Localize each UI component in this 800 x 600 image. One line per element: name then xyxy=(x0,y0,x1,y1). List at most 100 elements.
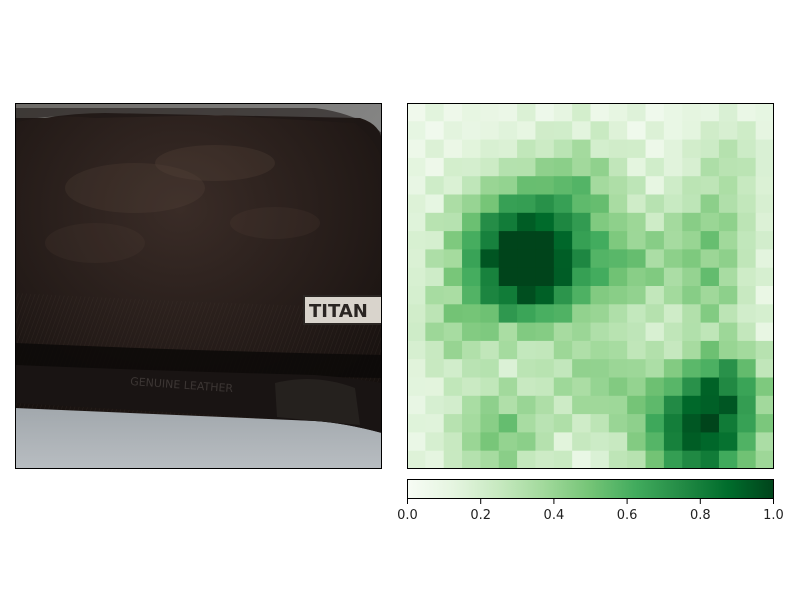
heatmap-cell xyxy=(443,304,463,324)
heatmap-cell xyxy=(425,414,445,433)
heatmap-cell xyxy=(553,121,573,141)
heatmap-cell xyxy=(572,121,592,141)
heatmap-cell xyxy=(608,395,628,415)
heatmap-cell xyxy=(608,121,628,141)
heatmap-cell xyxy=(663,121,683,141)
heatmap-cell xyxy=(553,432,573,452)
heatmap-cell xyxy=(462,157,481,177)
heatmap-cell xyxy=(718,377,738,397)
heatmap-cell xyxy=(535,139,555,159)
heatmap-cell xyxy=(590,231,610,250)
heatmap-cell xyxy=(663,450,683,469)
heatmap-cell xyxy=(700,139,720,159)
heatmap-cell xyxy=(425,121,445,141)
heatmap-cell xyxy=(682,194,702,214)
colorbar-tick-label: 0.0 xyxy=(397,508,418,523)
heatmap-cell xyxy=(553,157,573,177)
heatmap-cell xyxy=(407,231,426,250)
heatmap-cell xyxy=(663,157,683,177)
heatmap-cell xyxy=(737,286,757,305)
heatmap-cell xyxy=(755,432,774,452)
heatmap-cell xyxy=(517,340,537,360)
heatmap-cell xyxy=(443,212,463,232)
heatmap-cell xyxy=(443,231,463,250)
heatmap-cell xyxy=(535,432,555,452)
heatmap-cell xyxy=(425,322,445,342)
heatmap-cell xyxy=(462,176,481,196)
heatmap-cell xyxy=(700,103,720,122)
heatmap-cell xyxy=(608,432,628,452)
heatmap-cell xyxy=(572,103,592,122)
heatmap-cell xyxy=(498,340,518,360)
heatmap-cell xyxy=(682,249,702,269)
heatmap-cell xyxy=(572,359,592,379)
heatmap-cell xyxy=(700,267,720,287)
heatmap-cell xyxy=(443,359,463,379)
heatmap-cell xyxy=(737,212,757,232)
heatmap-cell xyxy=(755,395,774,415)
heatmap-cell xyxy=(572,432,592,452)
heatmap-cell xyxy=(407,286,426,305)
heatmap-cell xyxy=(498,157,518,177)
heatmap-cell xyxy=(535,377,555,397)
heatmap-cell xyxy=(682,103,702,122)
heatmap-cell xyxy=(590,377,610,397)
heatmap-cell xyxy=(663,414,683,433)
colorbar-gradient xyxy=(407,479,774,499)
heatmap-cell xyxy=(718,286,738,305)
heatmap-cell xyxy=(737,194,757,214)
heatmap-cell xyxy=(718,121,738,141)
heatmap-cell xyxy=(645,212,665,232)
heatmap-cell xyxy=(553,267,573,287)
heatmap-cell xyxy=(517,322,537,342)
heatmap-cell xyxy=(755,103,774,122)
heatmap-cell xyxy=(590,157,610,177)
heatmap-cell xyxy=(682,231,702,250)
heatmap-cell xyxy=(608,103,628,122)
heatmap-cell xyxy=(480,176,500,196)
brand-label-plate xyxy=(303,295,382,325)
heatmap-cell xyxy=(553,139,573,159)
heatmap-cell xyxy=(718,212,738,232)
heatmap-cell xyxy=(755,377,774,397)
heatmap-frame xyxy=(407,103,774,469)
heatmap-cell xyxy=(590,176,610,196)
heatmap-cell xyxy=(755,340,774,360)
heatmap-cell xyxy=(553,377,573,397)
heatmap-cell xyxy=(462,212,481,232)
heatmap-cell xyxy=(608,267,628,287)
heatmap-cell xyxy=(682,322,702,342)
heatmap-cell xyxy=(480,194,500,214)
heatmap-cell xyxy=(498,432,518,452)
heatmap-cell xyxy=(627,432,647,452)
heatmap-cell xyxy=(737,249,757,269)
heatmap-cell xyxy=(572,267,592,287)
heatmap-cell xyxy=(627,157,647,177)
heatmap-cell xyxy=(498,322,518,342)
heatmap-cell xyxy=(718,304,738,324)
heatmap-cell xyxy=(462,377,481,397)
heatmap-cell xyxy=(737,157,757,177)
heatmap-cell xyxy=(663,322,683,342)
heatmap-cell xyxy=(553,340,573,360)
heatmap-cell xyxy=(627,322,647,342)
heatmap-cell xyxy=(682,450,702,469)
heatmap-cell xyxy=(645,139,665,159)
heatmap-cell xyxy=(590,304,610,324)
heatmap-cell xyxy=(755,450,774,469)
heatmap-cell xyxy=(718,359,738,379)
heatmap-cell xyxy=(572,139,592,159)
heatmap-cell xyxy=(553,286,573,305)
heatmap-cell xyxy=(737,414,757,433)
heatmap-cell xyxy=(737,231,757,250)
heatmap-cell xyxy=(407,450,426,469)
heatmap-cell xyxy=(737,304,757,324)
heatmap-cell xyxy=(443,432,463,452)
heatmap-cell xyxy=(755,359,774,379)
heatmap-cell xyxy=(425,377,445,397)
heatmap-cell xyxy=(755,322,774,342)
heatmap-cell xyxy=(682,121,702,141)
colorbar-axis: 0.0 0.2 0.4 0.6 0.8 1.0 xyxy=(397,499,784,529)
heatmap-cell xyxy=(535,304,555,324)
heatmap-cell xyxy=(718,450,738,469)
